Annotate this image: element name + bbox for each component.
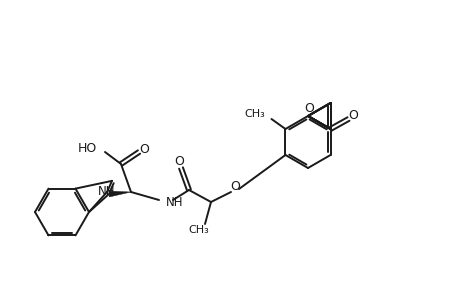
- Text: CH₃: CH₃: [244, 109, 265, 119]
- Text: NH: NH: [166, 196, 183, 208]
- Text: O: O: [139, 142, 149, 155]
- Text: O: O: [348, 109, 358, 122]
- Text: O: O: [174, 154, 184, 167]
- Text: HO: HO: [78, 142, 97, 154]
- Text: O: O: [230, 181, 240, 194]
- Text: NH: NH: [98, 184, 115, 197]
- Text: O: O: [303, 101, 313, 115]
- Polygon shape: [108, 191, 131, 197]
- Text: CH₃: CH₃: [188, 225, 209, 235]
